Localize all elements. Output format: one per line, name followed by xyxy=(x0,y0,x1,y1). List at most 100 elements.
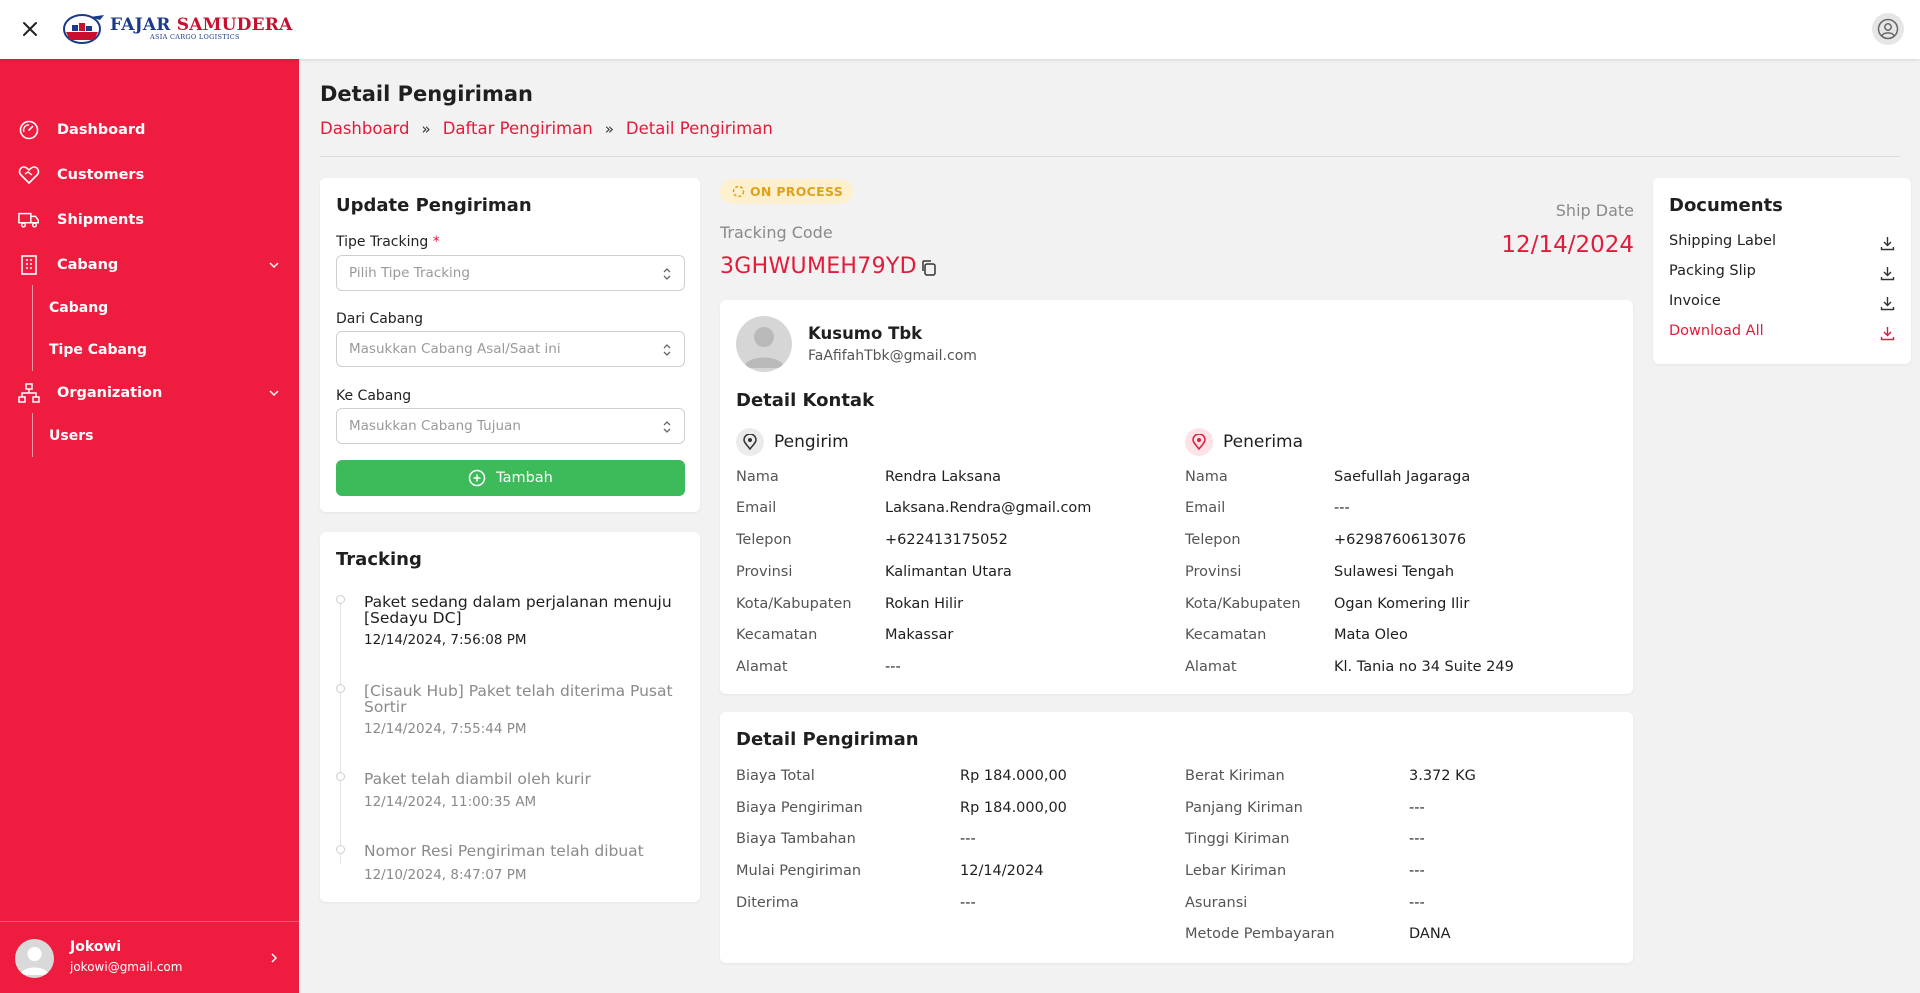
sidebar-item-customers[interactable]: Customers xyxy=(0,155,299,195)
brand-logo[interactable]: FAJAR SAMUDERA ASIA CARGO LOGISTICS xyxy=(60,12,292,46)
penerima-key: Kecamatan xyxy=(1185,627,1267,643)
sidebar-subitem-users[interactable]: Users xyxy=(49,428,94,444)
document-invoice[interactable]: Invoice xyxy=(1669,293,1895,315)
timeline-dot xyxy=(336,845,345,854)
chevron-down-icon xyxy=(269,390,279,397)
truck-icon xyxy=(18,209,40,231)
penerima-value: Saefullah Jagaraga xyxy=(1334,469,1471,485)
shipment-key: Metode Pembayaran xyxy=(1185,926,1335,942)
shipment-value: 3.372 KG xyxy=(1409,768,1476,784)
user-profile[interactable]: Jokowi jokowi@gmail.com xyxy=(0,921,299,993)
card-title: Update Pengiriman xyxy=(336,195,532,216)
sidebar-item-organization[interactable]: Organization xyxy=(0,373,299,413)
header-divider xyxy=(320,156,1900,157)
chevron-right-icon xyxy=(271,953,278,963)
sidebar-item-shipments[interactable]: Shipments xyxy=(0,200,299,240)
required-mark: * xyxy=(432,234,440,250)
pengirim-value: +622413175052 xyxy=(885,532,1008,548)
pengirim-key: Provinsi xyxy=(736,564,793,580)
shipment-key: Tinggi Kiriman xyxy=(1185,831,1290,847)
ship-date-label: Ship Date xyxy=(1555,201,1634,220)
sidebar-item-cabang[interactable]: Cabang xyxy=(0,245,299,285)
shipment-key: Biaya Pengiriman xyxy=(736,800,863,816)
pengirim-key: Kota/Kabupaten xyxy=(736,596,852,612)
timeline-event-time: 12/14/2024, 7:56:08 PM xyxy=(364,632,527,648)
timeline-event-time: 12/14/2024, 7:55:44 PM xyxy=(364,721,527,737)
shipment-key: Diterima xyxy=(736,895,799,911)
avatar xyxy=(736,316,792,372)
status-text: ON PROCESS xyxy=(750,184,844,199)
sidebar-item-label: Dashboard xyxy=(57,122,146,138)
organization-submenu: Users xyxy=(32,413,93,457)
ship-date: 12/14/2024 xyxy=(1501,232,1634,258)
card-title: Tracking xyxy=(336,549,422,570)
button-label: Tambah xyxy=(496,470,553,486)
sidebar-subitem-tipe-cabang[interactable]: Tipe Cabang xyxy=(49,342,147,358)
breadcrumb-dashboard[interactable]: Dashboard xyxy=(320,119,410,138)
tipe-tracking-select[interactable]: Pilih Tipe Tracking xyxy=(336,255,685,291)
contact-detail-card: Kusumo Tbk FaAfifahTbk@gmail.com Detail … xyxy=(720,300,1633,694)
shipment-value: --- xyxy=(1409,800,1425,816)
org-chart-icon xyxy=(18,382,40,404)
ke-cabang-label: Ke Cabang xyxy=(336,388,412,404)
penerima-key: Nama xyxy=(1185,469,1228,485)
shipment-key: Mulai Pengiriman xyxy=(736,863,862,879)
shipment-key: Asuransi xyxy=(1185,895,1248,911)
pengirim-value: Kalimantan Utara xyxy=(885,564,1012,580)
pengirim-value: Rokan Hilir xyxy=(885,596,964,612)
document-label: Packing Slip xyxy=(1669,263,1756,279)
update-shipment-card: Update Pengiriman Tipe Tracking * Pilih … xyxy=(320,178,700,512)
document-shipping-label[interactable]: Shipping Label xyxy=(1669,233,1895,255)
tipe-tracking-label: Tipe Tracking * xyxy=(336,234,440,250)
shipment-value: --- xyxy=(960,895,976,911)
chevron-down-icon xyxy=(269,262,279,269)
party-title: Pengirim xyxy=(774,432,849,452)
shipment-value: --- xyxy=(1409,895,1425,911)
user-name: Jokowi xyxy=(70,939,122,955)
close-icon[interactable] xyxy=(18,17,42,41)
pengirim-key: Alamat xyxy=(736,659,788,675)
sidebar-subitem-cabang[interactable]: Cabang xyxy=(49,300,109,316)
copy-icon[interactable] xyxy=(920,259,938,277)
account-avatar-icon[interactable] xyxy=(1872,13,1904,45)
breadcrumb-current[interactable]: Detail Pengiriman xyxy=(625,119,773,138)
penerima-key: Alamat xyxy=(1185,659,1237,675)
penerima-key: Email xyxy=(1185,500,1226,516)
pengirim-value: --- xyxy=(885,659,901,675)
penerima-value: Mata Oleo xyxy=(1334,627,1408,643)
timeline-event-time: 12/14/2024, 11:00:35 AM xyxy=(364,794,537,810)
sidebar-item-dashboard[interactable]: Dashboard xyxy=(0,110,299,150)
party-title: Penerima xyxy=(1223,432,1304,452)
map-pin-icon xyxy=(736,428,764,456)
shipment-key: Biaya Tambahan xyxy=(736,831,856,847)
penerima-key: Provinsi xyxy=(1185,564,1242,580)
timeline-dot xyxy=(336,684,345,693)
select-placeholder: Masukkan Cabang Tujuan xyxy=(349,418,521,434)
download-icon xyxy=(1880,327,1895,341)
penerima-value: --- xyxy=(1334,500,1350,516)
document-packing-slip[interactable]: Packing Slip xyxy=(1669,263,1895,285)
breadcrumb-separator: » xyxy=(604,119,614,138)
customer-name: Kusumo Tbk xyxy=(808,324,923,343)
section-title: Detail Kontak xyxy=(736,390,875,411)
top-bar: FAJAR SAMUDERA ASIA CARGO LOGISTICS xyxy=(0,0,1920,59)
breadcrumb: Dashboard » Daftar Pengiriman » Detail P… xyxy=(320,119,773,138)
map-pin-icon xyxy=(1185,428,1213,456)
document-label: Download All xyxy=(1669,323,1764,339)
pengirim-value: Makassar xyxy=(885,627,954,643)
ship-logo-icon xyxy=(63,14,104,44)
tambah-button[interactable]: Tambah xyxy=(336,460,685,496)
ke-cabang-select[interactable]: Masukkan Cabang Tujuan xyxy=(336,408,685,444)
building-icon xyxy=(18,254,40,276)
dari-cabang-select[interactable]: Masukkan Cabang Asal/Saat ini xyxy=(336,331,685,367)
breadcrumb-daftar-pengiriman[interactable]: Daftar Pengiriman xyxy=(442,119,593,138)
shipment-detail-card: Detail Pengiriman Biaya Total Rp 184.000… xyxy=(720,712,1633,963)
page-title: Detail Pengiriman xyxy=(320,82,533,106)
shipment-value: Rp 184.000,00 xyxy=(960,768,1067,784)
sidebar-item-label: Organization xyxy=(57,385,163,401)
dari-cabang-label: Dari Cabang xyxy=(336,311,424,327)
download-all-button[interactable]: Download All xyxy=(1669,323,1895,345)
pengirim-key: Email xyxy=(736,500,777,516)
sidebar-item-label: Shipments xyxy=(57,212,144,228)
select-placeholder: Pilih Tipe Tracking xyxy=(349,265,470,281)
